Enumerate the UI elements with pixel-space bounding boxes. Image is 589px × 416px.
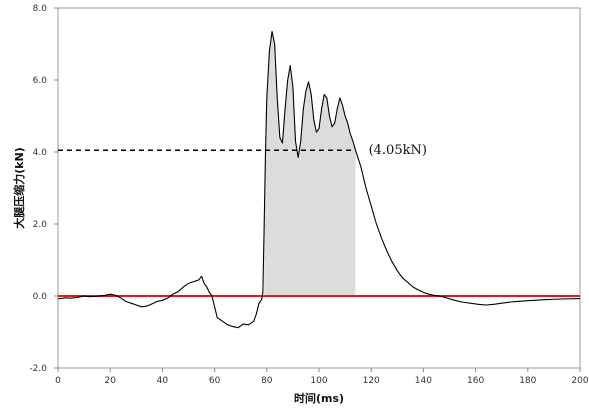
y-tick-label: 2.0 <box>33 220 48 230</box>
x-tick-label: 160 <box>467 376 484 386</box>
y-ticks-group: -2.0 0.0 2.0 4.0 6.0 8.0 <box>29 4 58 374</box>
x-tick-label: 100 <box>310 376 327 386</box>
x-tick-label: 80 <box>261 376 273 386</box>
shaded-area <box>264 31 356 297</box>
x-ticks-group: 0 20 40 60 80 100 120 140 160 180 200 <box>55 368 589 386</box>
x-axis-title: 时间(ms) <box>294 391 344 405</box>
shaded-region-group <box>264 31 356 297</box>
x-tick-label: 20 <box>104 376 116 386</box>
x-tick-label: 200 <box>571 376 588 386</box>
x-tick-label: 60 <box>209 376 221 386</box>
y-tick-label: 6.0 <box>33 76 48 86</box>
x-tick-label: 0 <box>55 376 61 386</box>
force-series-line <box>57 30 581 329</box>
x-tick-label: 140 <box>415 376 432 386</box>
x-tick-label: 120 <box>363 376 380 386</box>
y-tick-label: -2.0 <box>29 364 47 374</box>
y-axis-title: 大腿压缩力(kN) <box>12 147 26 229</box>
y-tick-label: 0.0 <box>33 292 48 302</box>
threshold-annotation: (4.05kN) <box>369 143 427 158</box>
series-group <box>57 30 581 329</box>
x-tick-label: 40 <box>157 376 169 386</box>
y-tick-label: 8.0 <box>33 4 48 14</box>
y-tick-label: 4.0 <box>33 148 48 158</box>
x-tick-label: 180 <box>519 376 536 386</box>
